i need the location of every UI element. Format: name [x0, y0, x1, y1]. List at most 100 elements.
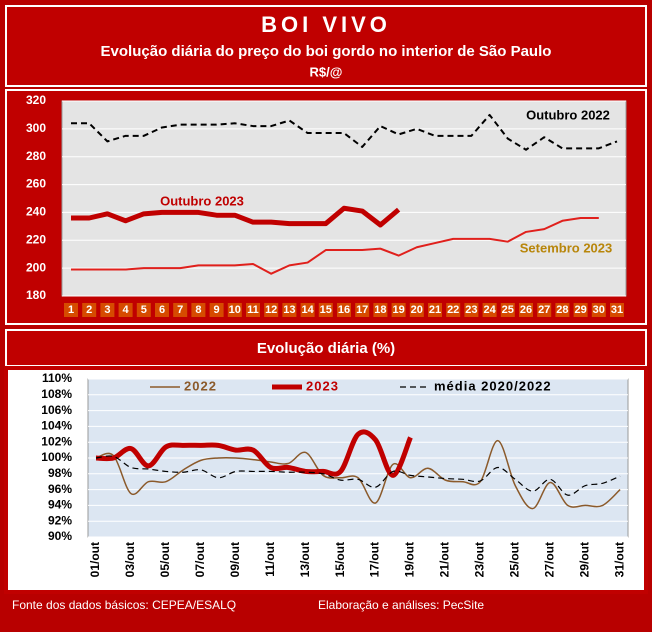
x-tick-box	[409, 303, 424, 317]
x-tick-box	[555, 303, 570, 317]
x-tick-box	[537, 303, 552, 317]
x-tick-box	[573, 303, 588, 317]
header-box	[5, 5, 647, 87]
legend-label: 2023	[306, 378, 339, 393]
series-line	[71, 217, 599, 275]
series-label: Outubro 2022	[526, 107, 610, 122]
x-tick-label: 22	[447, 304, 459, 316]
x-tick-box	[482, 303, 497, 317]
y-tick-label: 104%	[41, 419, 72, 433]
x-tick-box	[355, 303, 370, 317]
y-tick-label: 92%	[48, 513, 72, 527]
x-tick-label: 16	[338, 304, 350, 316]
chart2-title: Evolução diária (%)	[257, 340, 395, 357]
x-tick-box	[591, 303, 606, 317]
y-tick-label: 110%	[42, 371, 72, 385]
x-tick-label: 27/out	[542, 542, 556, 577]
unit: R$/@	[310, 64, 343, 79]
x-tick-label: 9	[214, 304, 220, 316]
y-tick-label: 300	[26, 121, 46, 135]
x-tick-box	[318, 303, 333, 317]
x-tick-box	[464, 303, 479, 317]
x-tick-box	[446, 303, 461, 317]
x-tick-box	[373, 303, 388, 317]
x-tick-label: 6	[159, 304, 165, 316]
x-tick-box	[136, 303, 151, 317]
x-tick-label: 24	[483, 304, 496, 316]
x-tick-box	[173, 303, 188, 317]
x-tick-label: 09/out	[228, 542, 242, 577]
x-tick-label: 13/out	[298, 542, 312, 577]
x-tick-box	[100, 303, 115, 317]
series-label: Setembro 2023	[520, 240, 613, 255]
y-tick-label: 240	[26, 205, 46, 219]
x-tick-box	[155, 303, 169, 317]
x-tick-label: 7	[177, 304, 183, 316]
x-tick-label: 2	[86, 304, 92, 316]
x-tick-box	[282, 303, 297, 317]
x-tick-label: 11/out	[263, 542, 277, 577]
x-tick-box	[118, 303, 133, 317]
x-tick-label: 17	[356, 304, 368, 316]
x-tick-label: 25	[502, 304, 514, 316]
x-tick-label: 27	[538, 304, 550, 316]
subtitle: Evolução diária do preço do boi gordo no…	[101, 43, 552, 60]
x-tick-label: 3	[104, 304, 110, 316]
x-tick-box	[246, 303, 260, 317]
x-tick-box	[209, 303, 224, 317]
x-tick-label: 14	[301, 304, 314, 316]
x-tick-label: 18	[374, 304, 386, 316]
series-line	[95, 439, 621, 510]
x-tick-box	[191, 303, 206, 317]
x-tick-label: 15	[320, 304, 332, 316]
y-tick-label: 100%	[41, 450, 72, 464]
x-tick-label: 11	[247, 304, 259, 316]
x-tick-label: 12	[265, 304, 277, 316]
series-line	[95, 429, 413, 478]
y-tick-label: 98%	[48, 466, 72, 480]
series-line	[71, 113, 618, 151]
x-tick-label: 19	[392, 304, 404, 316]
x-tick-label: 30	[593, 304, 605, 316]
x-tick-label: 1	[68, 304, 74, 316]
y-tick-label: 180	[26, 288, 46, 302]
y-tick-label: 108%	[41, 387, 72, 401]
x-tick-label: 17/out	[368, 542, 382, 577]
y-tick-label: 260	[26, 177, 46, 191]
x-tick-box	[391, 303, 406, 317]
x-tick-box	[610, 303, 624, 317]
x-tick-box	[519, 303, 533, 317]
x-tick-label: 26	[520, 304, 532, 316]
x-tick-label: 23/out	[473, 542, 487, 577]
x-tick-box	[82, 303, 97, 317]
x-tick-label: 15/out	[333, 542, 347, 577]
x-tick-label: 19/out	[403, 542, 417, 577]
x-tick-label: 01/out	[88, 542, 102, 577]
x-tick-label: 20	[411, 304, 423, 316]
plot-area	[61, 100, 627, 297]
series-line	[71, 205, 401, 228]
x-tick-box	[337, 303, 351, 317]
y-tick-label: 106%	[41, 403, 72, 417]
x-tick-label: 10	[229, 304, 241, 316]
x-tick-label: 21	[429, 304, 441, 316]
x-tick-label: 8	[195, 304, 201, 316]
x-tick-box	[227, 303, 242, 317]
x-tick-box	[64, 303, 78, 317]
x-tick-label: 03/out	[123, 542, 137, 577]
y-tick-label: 96%	[48, 482, 72, 496]
x-tick-label: 31	[611, 304, 623, 316]
credit: Elaboração e análises: PecSite	[318, 598, 484, 612]
y-tick-label: 220	[26, 232, 46, 246]
x-tick-box	[300, 303, 315, 317]
x-tick-label: 23	[465, 304, 477, 316]
x-tick-box	[428, 303, 442, 317]
y-tick-label: 280	[26, 149, 46, 163]
x-tick-label: 28	[556, 304, 568, 316]
title: BOI VIVO	[261, 12, 391, 37]
y-tick-label: 94%	[48, 498, 72, 512]
y-tick-label: 102%	[41, 434, 72, 448]
y-tick-label: 90%	[48, 529, 72, 543]
